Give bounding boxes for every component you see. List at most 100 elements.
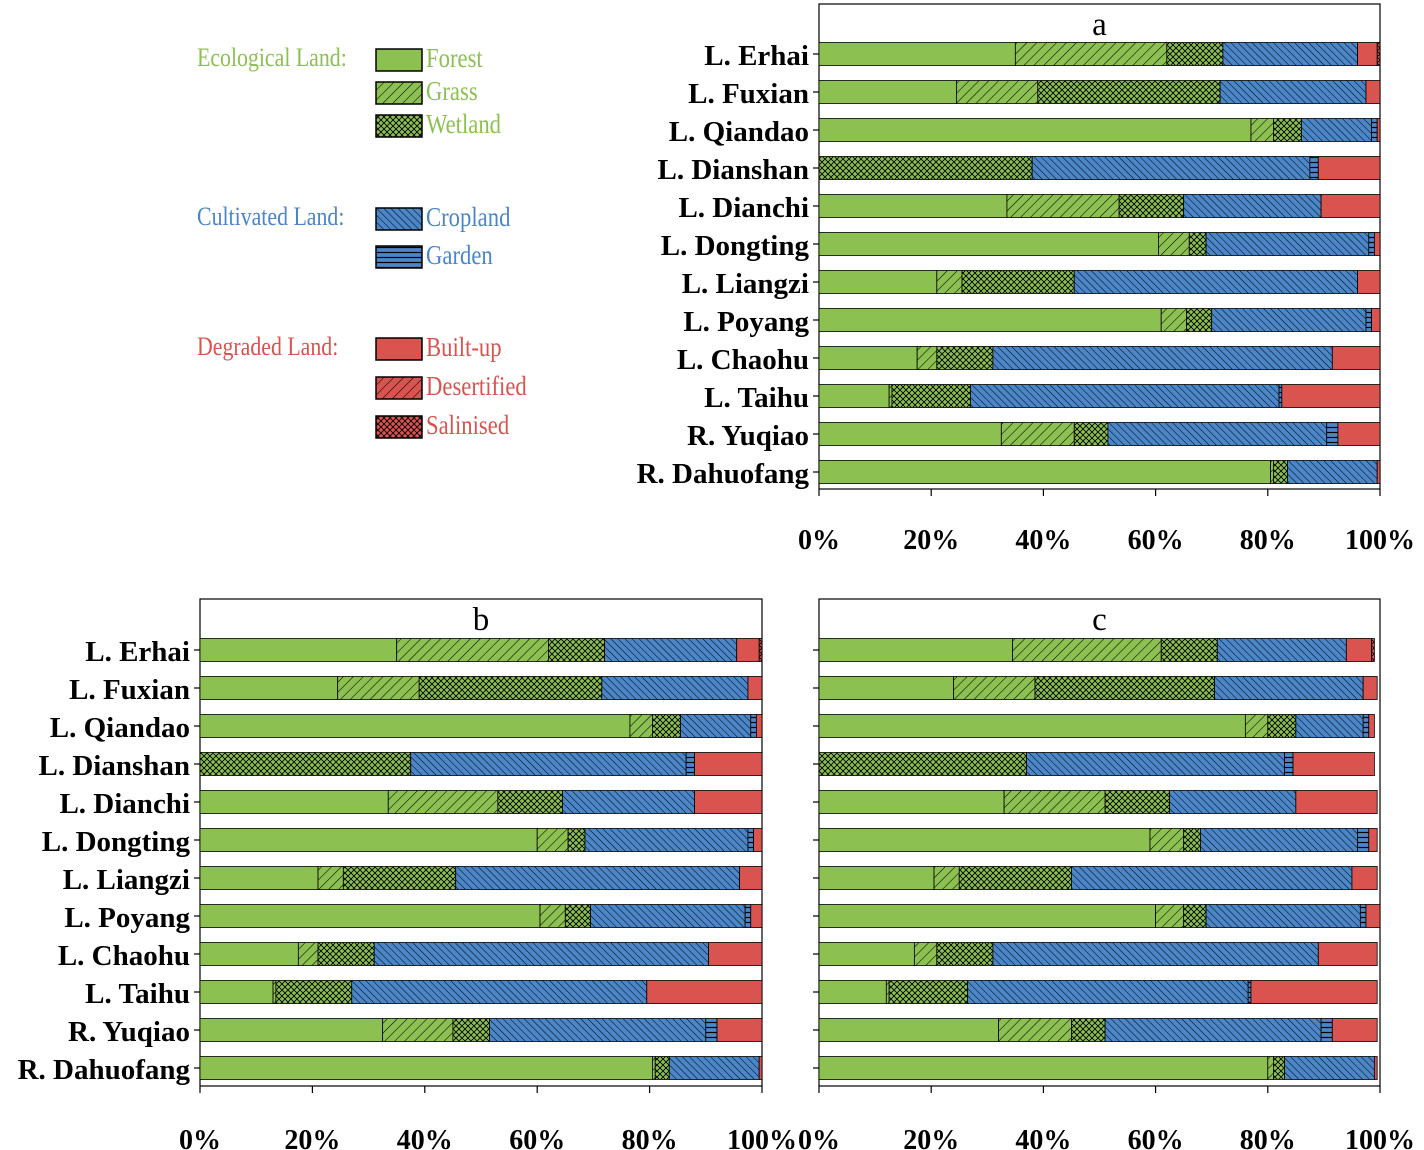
bar-r-yuqiao-garden	[1326, 422, 1339, 446]
bar-l-poyang-wetland	[564, 904, 591, 928]
bar-l-dongting-cropland	[1200, 828, 1358, 852]
legend-group-label: Degraded Land:	[197, 332, 339, 361]
x-tick-label: 40%	[397, 1125, 453, 1150]
bar-l-dianshan-built-up	[694, 752, 763, 776]
bar-l-dongting-garden	[1357, 828, 1370, 852]
bar-l-qiandao-grass	[629, 714, 653, 738]
bar-l-qiandao-wetland	[1267, 714, 1297, 738]
bar-l-dianshan-garden	[1284, 752, 1294, 776]
chart-title: c	[1092, 602, 1107, 638]
bar-l-poyang-grass	[1155, 904, 1185, 928]
bar-l-qiandao-built-up	[755, 714, 763, 738]
bar-r-dahuofang-wetland	[1273, 460, 1288, 484]
bar-r-dahuofang-cropland	[1284, 1056, 1375, 1080]
bar-l-fuxian-forest	[818, 676, 955, 700]
bar-l-erhai-salinised	[1376, 42, 1381, 66]
bar-r-yuqiao-grass	[1000, 422, 1075, 446]
bar-l-liangzi-forest	[199, 866, 319, 890]
bar-l-fuxian-forest	[818, 80, 957, 104]
bar-l-qiandao-cropland	[1301, 118, 1372, 142]
category-label-l-chaohu: L. Chaohu	[58, 940, 190, 972]
bar-l-liangzi-cropland	[1073, 270, 1358, 294]
category-label-l-dianchi: L. Dianchi	[59, 788, 190, 820]
bar-l-poyang-built-up	[1371, 308, 1381, 332]
bar-l-taihu-cropland	[970, 384, 1280, 408]
bar-l-poyang-cropland	[1211, 308, 1367, 332]
bar-l-chaohu-forest	[818, 346, 918, 370]
x-tick-label: 0%	[798, 525, 840, 556]
bar-l-taihu-cropland	[351, 980, 648, 1004]
bar-l-liangzi-built-up	[1351, 866, 1378, 890]
bar-l-poyang-wetland	[1186, 308, 1213, 332]
bar-l-dongting-wetland	[1183, 828, 1201, 852]
legend-label-forest: Forest	[426, 43, 483, 73]
bar-l-dianchi-wetland	[497, 790, 563, 814]
legend-swatch-built-up	[375, 337, 423, 361]
bar-l-chaohu-cropland	[992, 346, 1333, 370]
category-label-l-taihu: L. Taihu	[85, 978, 190, 1010]
bar-l-dianchi-wetland	[1118, 194, 1185, 218]
legend-swatch-forest	[375, 48, 423, 72]
bar-l-qiandao-garden	[1362, 714, 1370, 738]
bar-l-poyang-built-up	[1365, 904, 1381, 928]
x-tick-label: 60%	[1128, 525, 1184, 556]
bar-l-erhai-forest	[818, 638, 1013, 662]
bar-l-erhai-cropland	[1216, 638, 1347, 662]
bar-l-taihu-built-up	[1250, 980, 1378, 1004]
bar-l-dianshan-built-up	[1292, 752, 1375, 776]
bar-l-fuxian-cropland	[1219, 80, 1367, 104]
bar-l-chaohu-built-up	[1317, 942, 1378, 966]
bar-l-dongting-garden	[1368, 232, 1375, 256]
bar-l-dianchi-grass	[387, 790, 499, 814]
category-label-l-dongting: L. Dongting	[661, 230, 810, 262]
bar-l-taihu-wetland	[891, 384, 971, 408]
bar-r-yuqiao-wetland	[1071, 1018, 1106, 1042]
bar-l-dianshan-wetland	[199, 752, 412, 776]
legend-swatch-wetland	[375, 114, 423, 138]
bar-l-poyang-cropland	[1205, 904, 1361, 928]
x-tick-label: 60%	[1128, 1125, 1184, 1150]
legend-swatch-salinised	[375, 415, 423, 439]
bar-r-dahuofang-built-up	[1376, 460, 1381, 484]
x-tick-label: 0%	[179, 1125, 221, 1150]
bar-l-fuxian-grass	[953, 676, 1036, 700]
x-tick-label: 100%	[1345, 525, 1415, 556]
category-label-l-poyang: L. Poyang	[683, 306, 809, 338]
bar-l-erhai-salinised	[1371, 638, 1375, 662]
x-tick-label: 80%	[622, 1125, 678, 1150]
bar-l-dianshan-wetland	[818, 752, 1027, 776]
bar-l-erhai-salinised	[758, 638, 763, 662]
bar-r-dahuofang-wetland	[1273, 1056, 1286, 1080]
bar-r-yuqiao-forest	[818, 422, 1002, 446]
bar-l-erhai-cropland	[604, 638, 738, 662]
bar-l-dianshan-garden	[1309, 156, 1319, 180]
category-label-l-chaohu: L. Chaohu	[677, 344, 809, 376]
category-label-l-fuxian: L. Fuxian	[69, 674, 190, 706]
bar-l-erhai-forest	[199, 638, 398, 662]
bar-l-qiandao-cropland	[680, 714, 752, 738]
bar-l-poyang-forest	[199, 904, 541, 928]
category-label-r-yuqiao: R. Yuqiao	[68, 1016, 190, 1048]
category-label-l-erhai: L. Erhai	[704, 40, 809, 72]
bar-r-yuqiao-forest	[818, 1018, 999, 1042]
bar-l-dianshan-built-up	[1317, 156, 1381, 180]
legend-label-cropland: Cropland	[426, 202, 511, 232]
bar-l-taihu-forest	[818, 384, 890, 408]
bar-l-taihu-wetland	[888, 980, 969, 1004]
chart-b: b L. Erhai L. Fuxian L. Qiandao L. Dianshan L…	[18, 598, 797, 1150]
bar-l-dianchi-forest	[199, 790, 389, 814]
bar-l-chaohu-cropland	[373, 942, 710, 966]
legend-swatch-grass	[375, 81, 423, 105]
bar-l-dianshan-garden	[685, 752, 695, 776]
bar-l-chaohu-built-up	[1331, 346, 1381, 370]
bar-r-dahuofang-grass	[652, 1056, 656, 1080]
bar-r-dahuofang-built-up	[758, 1056, 763, 1080]
bar-r-dahuofang-cropland	[668, 1056, 760, 1080]
bar-l-taihu-built-up	[646, 980, 763, 1004]
legend-swatch-cropland	[375, 207, 423, 231]
category-label-r-dahuofang: R. Dahuofang	[18, 1054, 191, 1086]
category-label-l-dongting: L. Dongting	[42, 826, 191, 858]
bar-l-qiandao-garden	[1371, 118, 1378, 142]
bar-l-erhai-wetland	[1166, 42, 1224, 66]
